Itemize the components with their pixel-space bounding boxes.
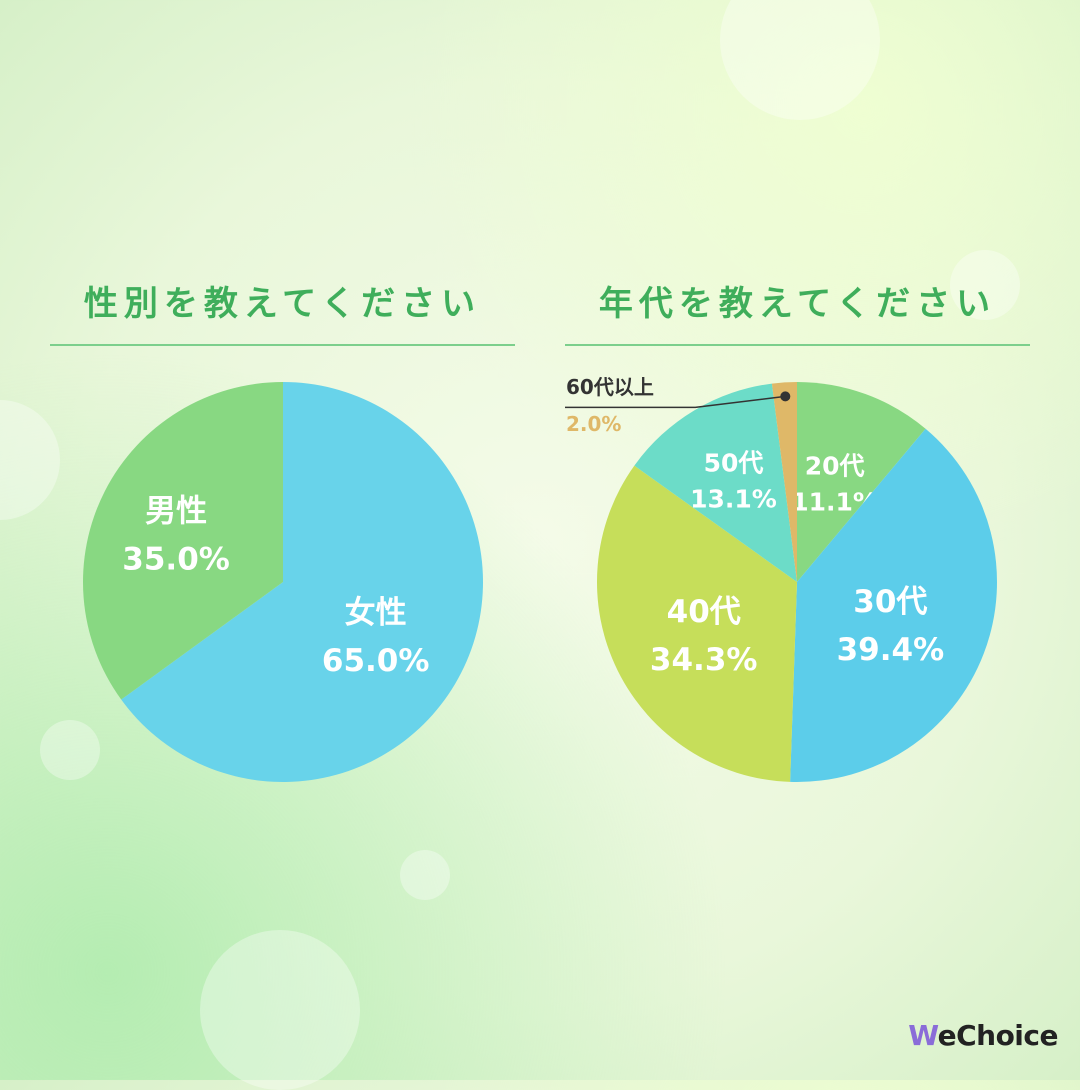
callout-category-label: 60代以上 bbox=[566, 375, 654, 399]
callout-line bbox=[565, 395, 786, 409]
age-title-divider bbox=[565, 344, 1030, 346]
wechoice-logo: WeChoice bbox=[908, 1019, 1058, 1052]
gender-title-divider bbox=[50, 344, 515, 346]
slice-category-label: 50代 bbox=[704, 449, 764, 478]
pie-slice-1-2 bbox=[597, 465, 797, 782]
callout-dot bbox=[780, 391, 791, 402]
pie-slice-1-3 bbox=[634, 383, 797, 582]
slice-category-label: 女性 bbox=[345, 595, 407, 631]
pie-slice-1-4 bbox=[771, 382, 797, 582]
pie-slice-1-0 bbox=[797, 382, 926, 582]
callout-value-label: 2.0% bbox=[566, 412, 621, 436]
slice-category-label: 男性 bbox=[145, 494, 207, 530]
gender-chart-title: 性別を教えてください bbox=[83, 284, 482, 324]
pie-slice-0-1 bbox=[82, 382, 283, 700]
pie-slice-1-1 bbox=[790, 428, 998, 782]
slice-value-label: 35.0% bbox=[122, 542, 230, 578]
slice-value-label: 65.0% bbox=[322, 643, 430, 679]
slice-category-label: 20代 bbox=[805, 452, 865, 481]
pie-slice-0-0 bbox=[121, 382, 484, 783]
slice-value-label: 39.4% bbox=[837, 632, 945, 668]
slice-value-label: 34.3% bbox=[650, 642, 758, 678]
slice-category-label: 40代 bbox=[667, 594, 741, 630]
slice-category-label: 30代 bbox=[853, 584, 927, 620]
age-chart-title: 年代を教えてください bbox=[598, 284, 997, 324]
slice-value-label: 13.1% bbox=[690, 485, 777, 514]
